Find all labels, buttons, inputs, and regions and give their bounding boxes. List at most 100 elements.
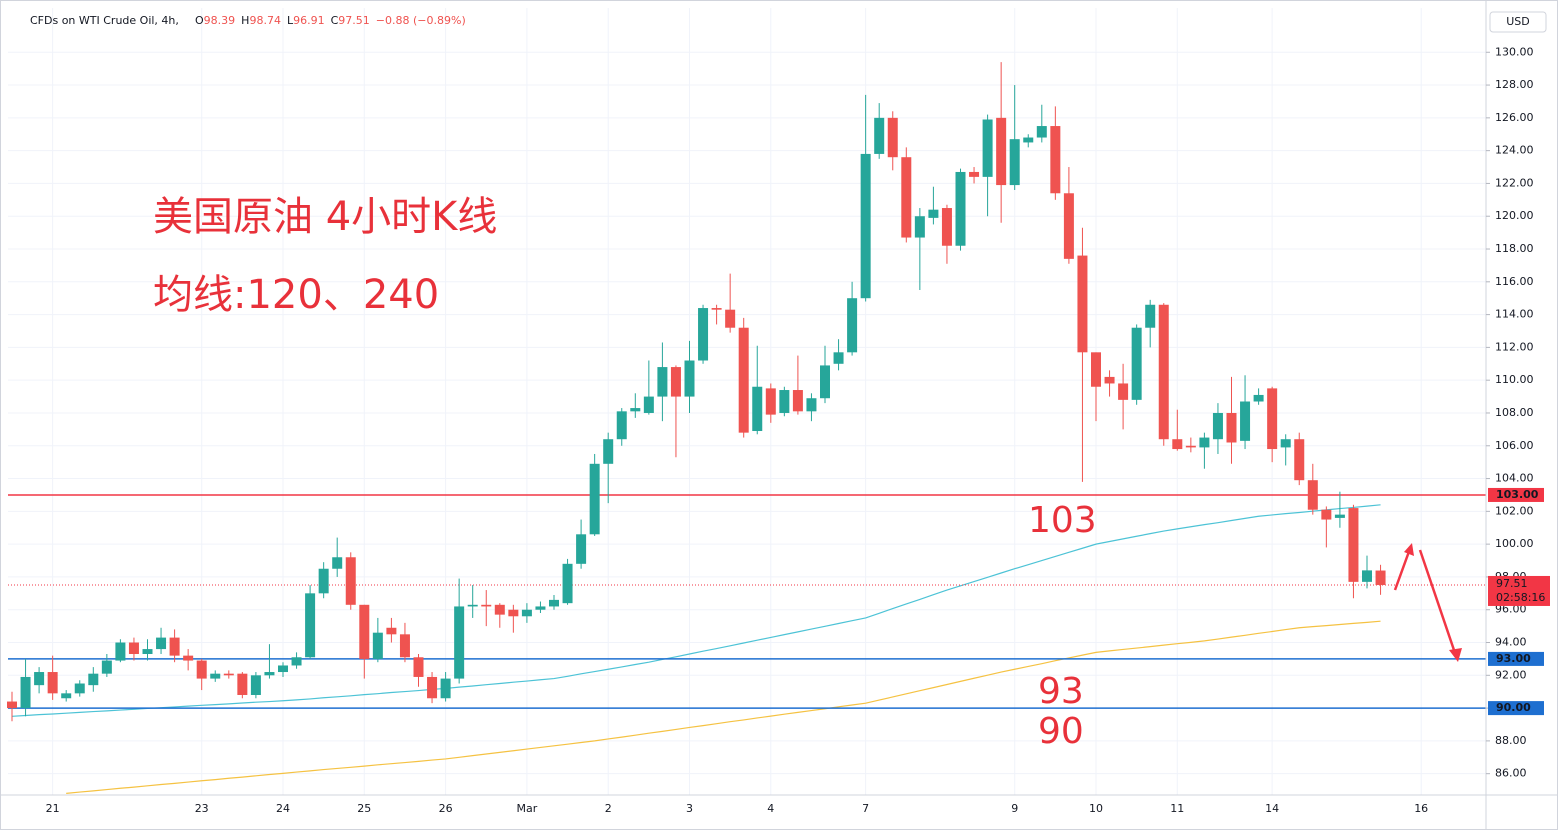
candle-body (196, 660, 207, 679)
candle-body (792, 390, 803, 412)
candle-body (1321, 509, 1332, 520)
candle-body (738, 327, 749, 433)
candle-body (440, 678, 451, 699)
x-tick-label: Mar (517, 802, 538, 815)
y-tick-label: 126.00 (1495, 111, 1534, 124)
candle-body (291, 657, 302, 666)
candle-body (969, 171, 980, 177)
candle-body (1226, 412, 1237, 443)
candle-body (914, 216, 925, 238)
moving-average (66, 620, 1381, 794)
candle-body (765, 388, 776, 415)
candle-body (1172, 439, 1183, 450)
candle-body (589, 463, 600, 535)
candle-body (7, 701, 17, 709)
currency[interactable]: USD (1506, 15, 1530, 28)
candle-body (874, 117, 885, 154)
level-label-box (1488, 701, 1544, 716)
y-tick-label: 86.00 (1495, 767, 1527, 780)
chart-title: 美国原油 4小时K线 (153, 194, 497, 240)
ohlc-value: 98.39 (204, 14, 236, 27)
y-tick-label: 110.00 (1495, 373, 1534, 386)
x-tick-label: 4 (767, 802, 774, 815)
candle-body (1199, 437, 1210, 448)
level-label: 93.00 (1496, 652, 1531, 665)
candle-body (562, 563, 573, 604)
candle-body (684, 360, 695, 397)
candle-body (725, 309, 736, 328)
candle-body (494, 604, 505, 615)
candle-body (318, 568, 329, 594)
level-label-box (1488, 651, 1544, 666)
countdown: 02:58:16 (1496, 591, 1545, 604)
ohlc-value: 98.74 (249, 14, 281, 27)
candle-body (1240, 401, 1251, 441)
candle-body (955, 171, 966, 246)
candle-body (1158, 304, 1169, 440)
y-tick-label: 116.00 (1495, 275, 1534, 288)
candle-body (1375, 570, 1386, 585)
candle-body (508, 609, 519, 617)
candle-body (928, 209, 939, 218)
candle-body (359, 604, 370, 659)
candle-body (20, 676, 31, 709)
x-tick-label: 25 (357, 802, 371, 815)
candle-body (237, 673, 248, 695)
ohlc-key: L (287, 14, 294, 27)
arrow-down-head (1449, 648, 1462, 662)
symbol-header: CFDs on WTI Crude Oil, 4h, (30, 14, 179, 27)
y-tick-label: 100.00 (1495, 537, 1534, 550)
candle-body (467, 604, 478, 607)
y-tick-label: 112.00 (1495, 340, 1534, 353)
candle-body (670, 367, 681, 397)
level-label-box (1488, 487, 1544, 502)
candle-body (549, 599, 559, 607)
candle-body (752, 386, 763, 432)
candle-body (1104, 376, 1115, 384)
candle-body (643, 396, 654, 413)
level-label: 90.00 (1496, 701, 1531, 714)
candle-body (156, 637, 167, 650)
y-tick-label: 106.00 (1495, 439, 1534, 452)
arrow-down (1418, 549, 1458, 657)
x-tick-label: 23 (195, 802, 209, 815)
candle-body (61, 693, 72, 699)
ohlc-key: H (241, 14, 249, 27)
candle-body (250, 675, 261, 695)
y-tick-label: 118.00 (1495, 242, 1534, 255)
x-tick-label: 3 (686, 802, 693, 815)
candle-body (603, 439, 614, 464)
x-tick-label: 10 (1089, 802, 1103, 815)
candle-body (1118, 383, 1129, 400)
level-label: 103.00 (1496, 488, 1539, 501)
candle-body (1050, 126, 1061, 194)
arrow-up-head (1404, 543, 1414, 556)
y-tick-label: 102.00 (1495, 504, 1534, 517)
candle-body (1253, 394, 1264, 402)
moving-average (11, 504, 1381, 717)
candle-body (657, 367, 668, 397)
candle-body (1145, 304, 1156, 328)
plot (7, 62, 1486, 794)
x-tick-label: 16 (1414, 802, 1428, 815)
x-tick-label: 2 (605, 802, 612, 815)
candle-body (183, 655, 194, 661)
candle-body (1362, 570, 1372, 582)
chart-subtitle: 均线:120、240 (153, 272, 439, 318)
last-price-box (1488, 575, 1550, 606)
candle-body (1348, 508, 1359, 582)
candle-body (996, 117, 1007, 186)
ohlc-key: O (195, 14, 204, 27)
candle-body (386, 627, 397, 635)
currency-box[interactable] (1489, 11, 1547, 33)
y-tick-label: 92.00 (1495, 668, 1527, 681)
candle-body (847, 298, 858, 353)
candle-body (47, 672, 58, 694)
y-tick-label: 130.00 (1495, 45, 1534, 58)
candle-body (332, 557, 343, 569)
x-tick-label: 7 (862, 802, 869, 815)
candle-body (481, 604, 492, 607)
y-tick-label: 88.00 (1495, 734, 1527, 747)
